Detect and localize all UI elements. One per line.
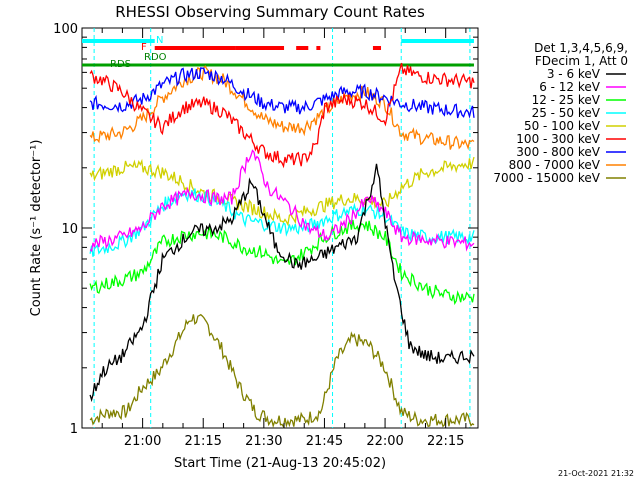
legend-entry: 300 - 800 keV <box>516 145 600 159</box>
x-tick-label: 21:00 <box>124 434 161 449</box>
series-line <box>89 313 475 429</box>
series-line <box>89 65 475 151</box>
series-line <box>89 156 475 227</box>
legend-entry: 6 - 12 keV <box>539 80 601 94</box>
series-line <box>89 163 475 403</box>
legend-entry: 800 - 7000 keV <box>509 158 601 172</box>
x-tick-label: 21:30 <box>245 434 282 449</box>
legend: Det 1,3,4,5,6,9,FDecim 1, Att 03 - 6 keV… <box>493 41 628 185</box>
legend-entry: 3 - 6 keV <box>547 67 601 81</box>
legend-entry: 100 - 300 keV <box>516 132 600 146</box>
y-tick-label: 100 <box>53 22 78 37</box>
y-tick-label: 10 <box>61 222 78 237</box>
timestamp: 21-Oct-2021 21:32 <box>558 469 634 478</box>
series-line <box>89 188 475 257</box>
y-axis-label: Count Rate (s⁻¹ detector⁻¹) <box>29 140 44 317</box>
flag-label: RDO <box>144 52 167 63</box>
legend-entry: 25 - 50 keV <box>532 106 601 120</box>
flag-label: N <box>156 35 163 46</box>
legend-entry: 7000 - 15000 keV <box>493 171 600 185</box>
series-line <box>89 62 475 169</box>
legend-entry: 12 - 25 keV <box>532 93 601 107</box>
x-tick-label: 21:45 <box>306 434 343 449</box>
series-line <box>89 67 475 119</box>
x-axis-label: Start Time (21-Aug-13 20:45:02) <box>174 456 386 471</box>
flag-label: F <box>141 42 147 53</box>
y-tick-label: 1 <box>70 422 78 437</box>
legend-entry: 50 - 100 keV <box>524 119 601 133</box>
series-line <box>89 149 475 253</box>
x-tick-label: 22:00 <box>366 434 403 449</box>
legend-header: Det 1,3,4,5,6,9, <box>534 41 628 55</box>
axes: 1 10 100 21:00 21:15 21:30 21:45 22:00 22:15 <box>53 22 478 449</box>
flag-label: RDS <box>110 59 131 70</box>
x-tick-label: 22:15 <box>427 434 464 449</box>
legend-header: FDecim 1, Att 0 <box>535 54 628 68</box>
series-line <box>89 219 475 306</box>
series-lines <box>89 62 475 429</box>
x-tick-label: 21:15 <box>184 434 221 449</box>
chart-title: RHESSI Observing Summary Count Rates <box>115 3 425 21</box>
